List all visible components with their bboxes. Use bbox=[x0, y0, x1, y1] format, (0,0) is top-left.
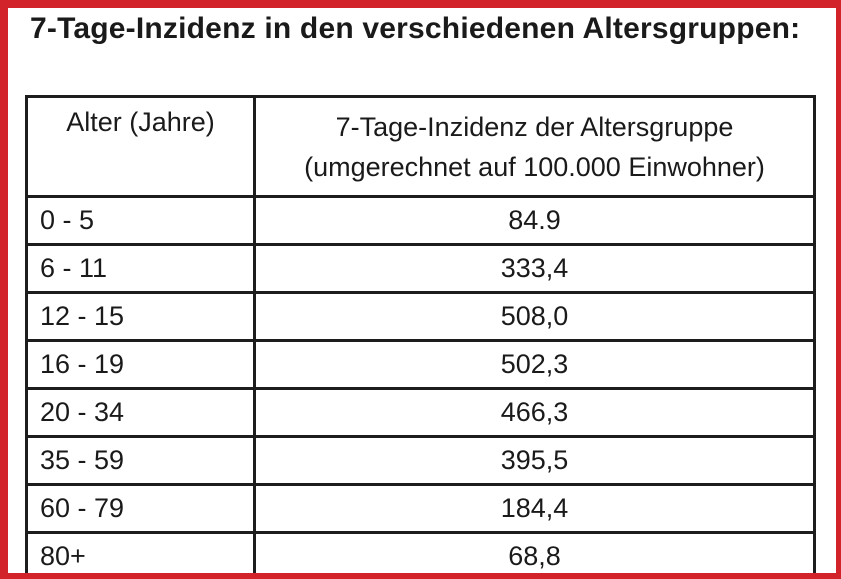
age-cell: 12 - 15 bbox=[25, 291, 256, 342]
age-cell: 16 - 19 bbox=[25, 339, 256, 390]
table-row: 6 - 11 333,4 bbox=[25, 243, 816, 294]
page-title: 7-Tage-Inzidenz in den verschiedenen Alt… bbox=[30, 12, 801, 45]
age-cell: 20 - 34 bbox=[25, 387, 256, 438]
header-incidence-column: 7-Tage-Inzidenz der Altersgruppe (umgere… bbox=[253, 95, 816, 198]
table-row: 16 - 19 502,3 bbox=[25, 339, 816, 390]
incidence-cell: 502,3 bbox=[253, 339, 816, 390]
incidence-cell: 184,4 bbox=[253, 483, 816, 534]
header-incidence-line1: 7-Tage-Inzidenz der Altersgruppe bbox=[335, 112, 734, 142]
table-row: 60 - 79 184,4 bbox=[25, 483, 816, 534]
incidence-cell: 466,3 bbox=[253, 387, 816, 438]
incidence-cell: 84.9 bbox=[253, 195, 816, 246]
incidence-cell: 333,4 bbox=[253, 243, 816, 294]
incidence-cell: 508,0 bbox=[253, 291, 816, 342]
table-row: 0 - 5 84.9 bbox=[25, 195, 816, 246]
table-row: 80+ 68,8 bbox=[25, 531, 816, 573]
table-row: 20 - 34 466,3 bbox=[25, 387, 816, 438]
age-cell: 60 - 79 bbox=[25, 483, 256, 534]
table-header-row: Alter (Jahre) 7-Tage-Inzidenz der Alters… bbox=[25, 95, 816, 198]
age-cell: 35 - 59 bbox=[25, 435, 256, 486]
age-cell: 6 - 11 bbox=[25, 243, 256, 294]
incidence-table: Alter (Jahre) 7-Tage-Inzidenz der Alters… bbox=[25, 95, 816, 573]
table-row: 12 - 15 508,0 bbox=[25, 291, 816, 342]
incidence-cell: 68,8 bbox=[253, 531, 816, 573]
header-age-column: Alter (Jahre) bbox=[25, 95, 256, 198]
header-incidence-line2: (umgerechnet auf 100.000 Einwohner) bbox=[304, 152, 765, 182]
table-row: 35 - 59 395,5 bbox=[25, 435, 816, 486]
age-cell: 0 - 5 bbox=[25, 195, 256, 246]
age-cell: 80+ bbox=[25, 531, 256, 573]
incidence-cell: 395,5 bbox=[253, 435, 816, 486]
